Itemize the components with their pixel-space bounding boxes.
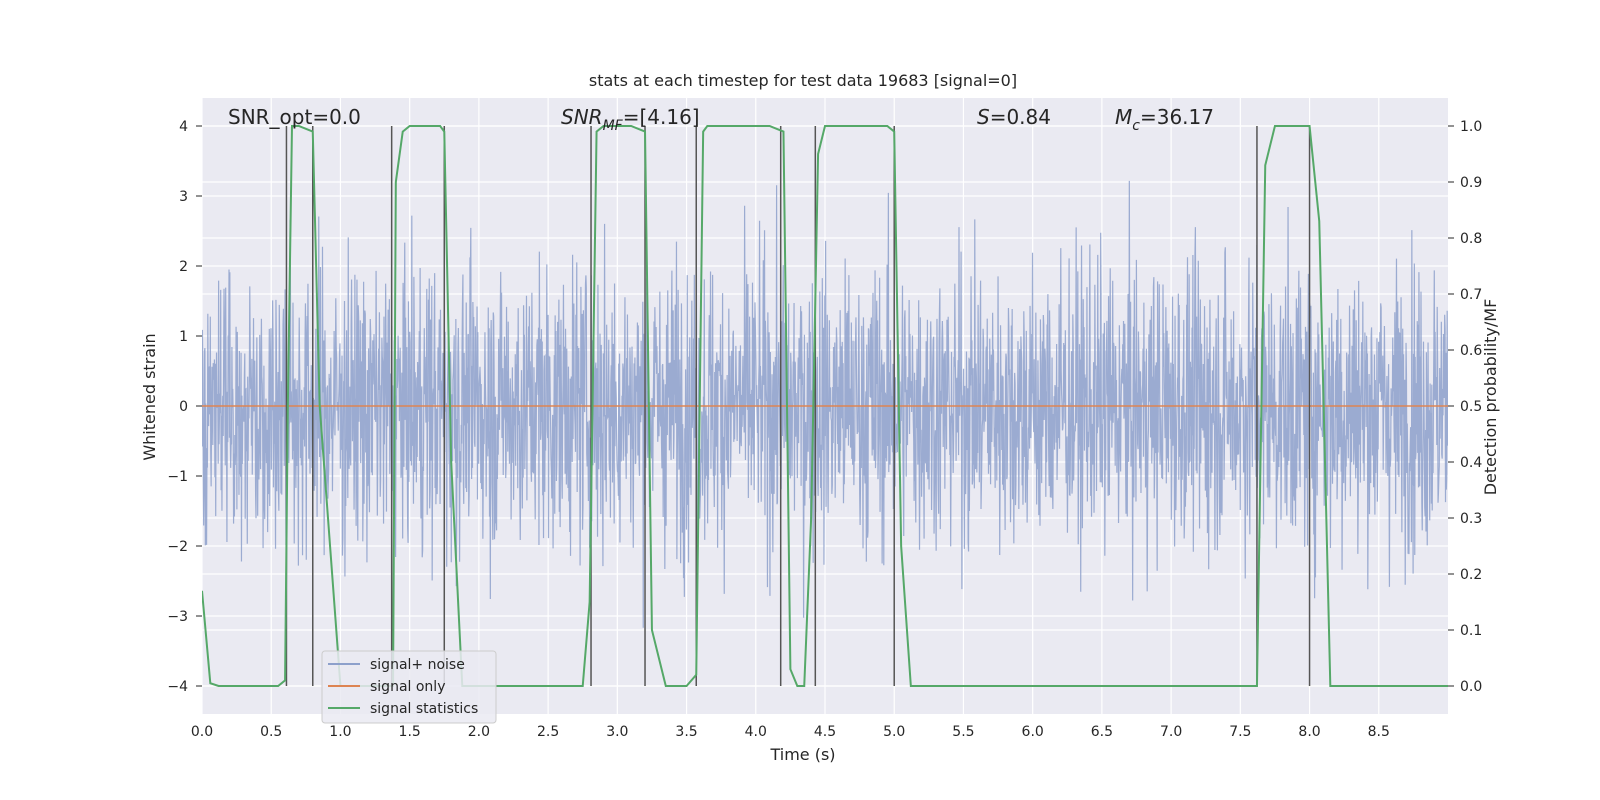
y2-tick-label: 0.0: [1460, 679, 1482, 695]
legend-label-signal-statistics: signal statistics: [370, 701, 478, 717]
x-tick-label: 5.0: [883, 724, 905, 740]
x-tick-label: 1.0: [329, 724, 351, 740]
annotation-mc-sub: c: [1132, 118, 1140, 134]
y2-tick-label: 0.2: [1460, 567, 1482, 583]
y2-tick-label: 0.1: [1460, 623, 1482, 639]
annotation-mc-var: M: [1115, 105, 1132, 129]
y-ticks: 4 3 2 1 0 −1 −2 −3 −4: [167, 119, 202, 695]
annotation-mc-value: =36.17: [1140, 105, 1214, 129]
y-tick-label: −3: [167, 609, 188, 625]
y-tick-label: 1: [179, 329, 188, 345]
legend-box: [321, 650, 497, 724]
annotation-snr-mf-var: SNR: [561, 105, 603, 129]
line-signal-noise: [202, 180, 1448, 628]
annotation-s-var: S: [977, 105, 990, 129]
x-tick-label: 3.0: [606, 724, 628, 740]
y-tick-label: −2: [167, 539, 188, 555]
x-tick-label: 6.0: [1022, 724, 1044, 740]
annotation-s: S=0.84: [977, 105, 1051, 129]
x-tick-label: 0.0: [191, 724, 213, 740]
annotation-snr-mf: SNRMF=[4.16]: [561, 105, 700, 134]
y2-ticks: 1.0 0.9 0.8 0.7 0.6 0.5 0.4 0.3 0.2 0.1 0.0: [1448, 119, 1482, 695]
x-tick-label: 2.5: [537, 724, 559, 740]
series-signal-noise: [202, 180, 1448, 628]
series-signal-statistics: [202, 125, 1448, 687]
annotation-mc: Mc=36.17: [1115, 105, 1214, 134]
y2-tick-label: 0.8: [1460, 231, 1482, 247]
y2-tick-label: 0.6: [1460, 343, 1482, 359]
legend: signal+ noise signal only signal statist…: [321, 650, 497, 724]
legend-label-signal-noise: signal+ noise: [370, 657, 465, 673]
x-tick-label: 8.0: [1298, 724, 1320, 740]
x-tick-label: 6.5: [1091, 724, 1113, 740]
x-tick-label: 0.5: [260, 724, 282, 740]
y-tick-label: −1: [167, 469, 188, 485]
y-tick-label: −4: [167, 679, 188, 695]
annotation-snr-opt: SNR_opt=0.0: [228, 105, 361, 129]
y-tick-label: 0: [179, 399, 188, 415]
y2-tick-label: 0.3: [1460, 511, 1482, 527]
y2-tick-label: 0.9: [1460, 175, 1482, 191]
x-tick-label: 7.5: [1229, 724, 1251, 740]
chart-title: stats at each timestep for test data 196…: [589, 71, 1017, 90]
x-tick-label: 3.5: [675, 724, 697, 740]
y-tick-label: 2: [179, 259, 188, 275]
annotation-s-value: =0.84: [990, 105, 1051, 129]
x-tick-label: 4.0: [745, 724, 767, 740]
annotation-snr-mf-value: =[4.16]: [623, 105, 700, 129]
y-axis-label: Whitened strain: [140, 333, 159, 460]
annotation-snr-mf-sub: MF: [603, 118, 624, 134]
y2-tick-label: 0.7: [1460, 287, 1482, 303]
x-ticks: 0.0 0.5 1.0 1.5 2.0 2.5 3.0 3.5 4.0 4.5 5.0 5.5 6.0 6…: [191, 724, 1390, 740]
x-tick-label: 5.5: [952, 724, 974, 740]
legend-label-signal-only: signal only: [370, 679, 445, 695]
x-tick-label: 7.0: [1160, 724, 1182, 740]
y2-tick-label: 1.0: [1460, 119, 1482, 135]
x-tick-label: 1.5: [399, 724, 421, 740]
x-tick-label: 2.0: [468, 724, 490, 740]
y-tick-label: 4: [179, 119, 188, 135]
x-axis-label: Time (s): [769, 745, 835, 764]
y2-axis-label: Detection probability/MF: [1481, 299, 1500, 496]
line-signal-statistics: [202, 125, 1448, 687]
x-tick-label: 4.5: [814, 724, 836, 740]
y2-tick-label: 0.4: [1460, 455, 1482, 471]
x-tick-label: 8.5: [1368, 724, 1390, 740]
y-tick-label: 3: [179, 189, 188, 205]
y2-tick-label: 0.5: [1460, 399, 1482, 415]
